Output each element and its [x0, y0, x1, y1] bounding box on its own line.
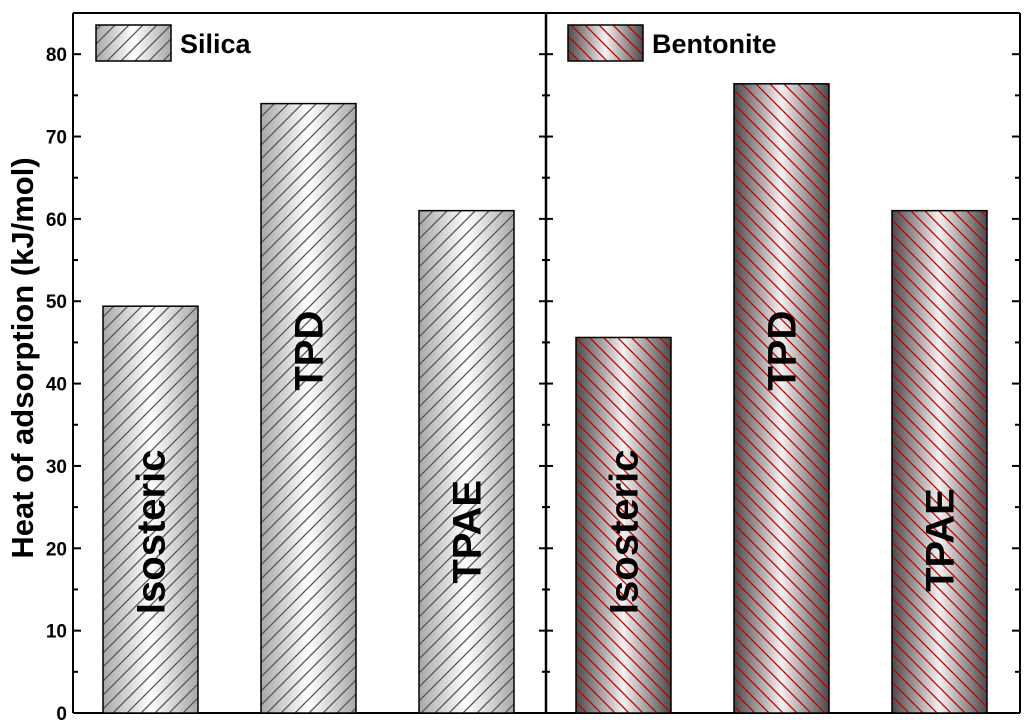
bar-bentonite: [575, 336, 672, 714]
y-tick-label: 60: [46, 210, 67, 231]
bar-label: TPAE: [919, 488, 963, 592]
y-tick-label: 10: [46, 622, 67, 643]
legend-label: Bentonite: [652, 29, 777, 59]
bar-label: TPD: [761, 311, 805, 391]
legend: Silica Bentonite: [95, 24, 777, 62]
bar-label: Isosteric: [603, 450, 647, 615]
y-tick-label: 50: [46, 292, 67, 313]
y-ticks: 0 10 20 30 40 50 60 70 80: [46, 45, 1020, 725]
bar-silica: [260, 102, 357, 714]
bar-label: TPAE: [446, 480, 490, 584]
bar-bentonite: [733, 83, 830, 714]
y-tick-label: 70: [46, 128, 67, 149]
bars: Isosteric TPD TPAE Isosteric TPD TPAE: [102, 83, 988, 714]
y-tick-label: 30: [46, 457, 67, 478]
bar-silica: [418, 209, 515, 714]
bar-label: Isosteric: [130, 450, 174, 615]
bar-label: TPD: [288, 311, 332, 391]
legend-swatch: [95, 24, 172, 62]
legend-swatch: [567, 24, 644, 62]
bar-bentonite: [891, 209, 988, 714]
plot-frame: [72, 12, 1021, 714]
y-tick-label: 0: [56, 704, 67, 725]
legend-label: Silica: [180, 29, 252, 59]
bar-silica: [102, 305, 199, 714]
y-tick-label: 40: [46, 375, 67, 396]
y-tick-label: 80: [46, 45, 67, 66]
y-axis-title: Heat of adsorption (kJ/mol): [5, 157, 40, 558]
y-tick-label: 20: [46, 539, 67, 560]
